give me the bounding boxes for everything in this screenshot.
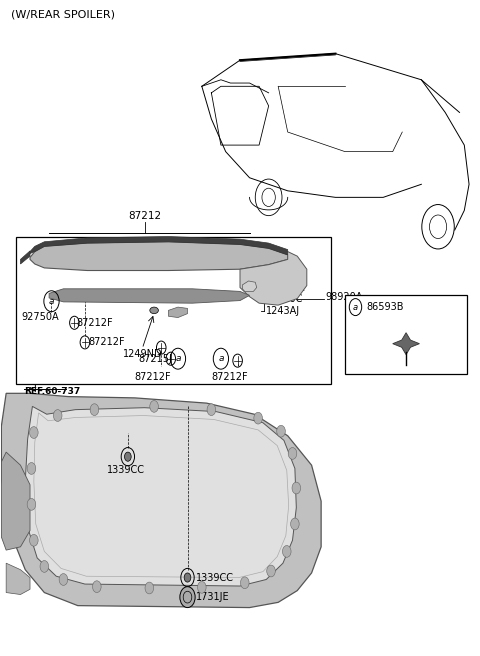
Text: 87215J: 87215J — [139, 354, 173, 363]
Ellipse shape — [150, 307, 158, 314]
Text: 87212F: 87212F — [77, 318, 113, 328]
Circle shape — [30, 535, 38, 546]
Text: 1249ND: 1249ND — [123, 349, 163, 359]
Circle shape — [53, 409, 62, 421]
Circle shape — [180, 586, 195, 607]
Polygon shape — [21, 251, 30, 264]
Text: REF.60-737: REF.60-737 — [24, 388, 81, 396]
Text: 86593B: 86593B — [366, 302, 404, 312]
Circle shape — [40, 560, 48, 572]
Circle shape — [198, 581, 206, 593]
Circle shape — [124, 452, 131, 461]
FancyBboxPatch shape — [345, 295, 467, 374]
Text: a: a — [218, 354, 224, 363]
Circle shape — [267, 565, 276, 577]
Text: 87212: 87212 — [128, 211, 161, 221]
Text: 1339CC: 1339CC — [107, 465, 144, 475]
Polygon shape — [242, 281, 257, 291]
Text: 1731JE: 1731JE — [196, 592, 230, 602]
Polygon shape — [1, 394, 321, 607]
Circle shape — [30, 426, 38, 438]
Text: 87212F: 87212F — [211, 373, 248, 382]
Text: a: a — [49, 297, 54, 306]
Circle shape — [150, 401, 158, 412]
Circle shape — [184, 573, 191, 582]
Circle shape — [288, 447, 297, 459]
Circle shape — [145, 582, 154, 594]
Text: 98410C: 98410C — [266, 295, 303, 304]
Text: a: a — [353, 302, 358, 312]
Text: a: a — [175, 354, 180, 363]
Polygon shape — [240, 247, 307, 305]
Text: 87212F: 87212F — [135, 373, 171, 382]
Polygon shape — [49, 289, 250, 303]
Polygon shape — [6, 563, 30, 594]
Text: 92750A: 92750A — [22, 312, 60, 322]
Circle shape — [207, 404, 216, 415]
Text: (W/REAR SPOILER): (W/REAR SPOILER) — [11, 9, 115, 19]
Circle shape — [93, 581, 101, 592]
Circle shape — [27, 462, 36, 474]
Text: 1339CC: 1339CC — [196, 573, 234, 583]
Polygon shape — [1, 452, 30, 550]
Text: 98920A: 98920A — [325, 293, 362, 302]
Circle shape — [59, 573, 68, 585]
Polygon shape — [30, 237, 288, 255]
Polygon shape — [30, 242, 288, 270]
Polygon shape — [25, 406, 296, 586]
Text: 87212F: 87212F — [89, 337, 125, 348]
Circle shape — [292, 482, 300, 494]
Circle shape — [254, 412, 263, 424]
Circle shape — [277, 425, 285, 437]
Text: H0310R: H0310R — [266, 283, 304, 293]
Text: 1243AJ: 1243AJ — [266, 306, 300, 316]
Circle shape — [90, 404, 99, 415]
Circle shape — [282, 546, 291, 558]
Polygon shape — [393, 333, 420, 355]
Circle shape — [240, 577, 249, 588]
Circle shape — [290, 518, 299, 530]
Polygon shape — [168, 307, 188, 318]
Circle shape — [27, 499, 36, 510]
